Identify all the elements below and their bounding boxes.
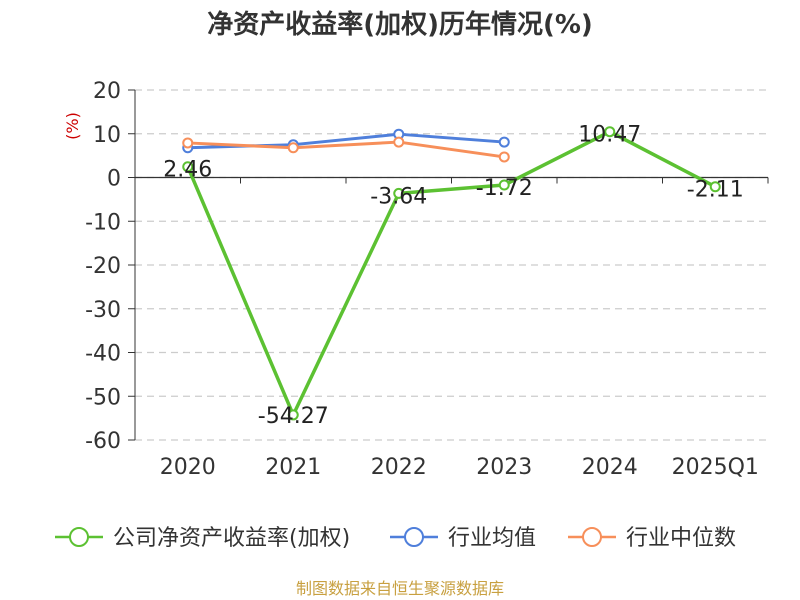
data-point: [287, 142, 299, 154]
legend-item[interactable]: 公司净资产收益率(加权): [55, 526, 350, 551]
data-point: [182, 137, 194, 149]
data-point: [498, 151, 510, 163]
data-label: -3.64: [370, 184, 427, 209]
x-tick-label: 2023: [476, 455, 532, 480]
legend-marker: [404, 527, 424, 547]
data-point: [604, 126, 616, 138]
x-tick-label: 2025Q1: [672, 455, 759, 480]
x-tick-label: 2020: [160, 455, 216, 480]
y-tick-label: -40: [85, 342, 121, 367]
data-point: [498, 179, 510, 191]
data-point: [182, 161, 194, 173]
data-point: [709, 181, 721, 193]
series-line: [187, 140, 505, 159]
axes: 20 10 0 -10 -20 -30 -40 -50 -60 2020 2021 2022 2023 2…: [85, 79, 769, 480]
legend-marker: [582, 527, 602, 547]
legend[interactable]: 公司净资产收益率(加权) 行业均值 行业中位数: [55, 526, 736, 551]
y-tick-label: -50: [85, 385, 121, 410]
data-label: 2.46: [163, 158, 212, 183]
legend-item[interactable]: 行业中位数: [568, 526, 736, 551]
y-tick-label: -60: [85, 429, 121, 454]
data-label: -54.27: [258, 404, 329, 429]
data-point: [393, 187, 405, 199]
y-tick-label: 10: [93, 123, 121, 148]
x-tick-label: 2024: [582, 455, 638, 480]
y-tick-label: -10: [85, 210, 121, 235]
legend-marker: [69, 527, 89, 547]
x-tick-label: 2021: [265, 455, 321, 480]
legend-label: 行业均值: [448, 526, 536, 551]
legend-label: 行业中位数: [626, 526, 736, 551]
x-tick-label: 2022: [371, 455, 427, 480]
data-point: [498, 136, 510, 148]
legend-label: 公司净资产收益率(加权): [113, 526, 350, 551]
y-axis-unit: (%): [63, 112, 82, 140]
y-tick-label: -30: [85, 298, 121, 323]
data-label: -1.72: [476, 176, 533, 201]
chart-title: 净资产收益率(加权)历年情况(%): [207, 9, 593, 40]
data-labels: 2.46 -54.27 -3.64 -1.72 10.47 -2.11: [163, 123, 743, 429]
data-label: -2.11: [687, 178, 744, 203]
y-tick-label: -20: [85, 254, 121, 279]
legend-item[interactable]: 行业均值: [390, 526, 536, 551]
series-line: [186, 129, 717, 417]
data-source-note: 制图数据来自恒生聚源数据库: [296, 579, 504, 598]
y-tick-label: 0: [107, 167, 121, 192]
data-point: [287, 409, 299, 421]
data-label: 10.47: [578, 123, 641, 148]
series-group: [182, 126, 721, 421]
data-point: [393, 136, 405, 148]
y-tick-label: 20: [93, 79, 121, 104]
